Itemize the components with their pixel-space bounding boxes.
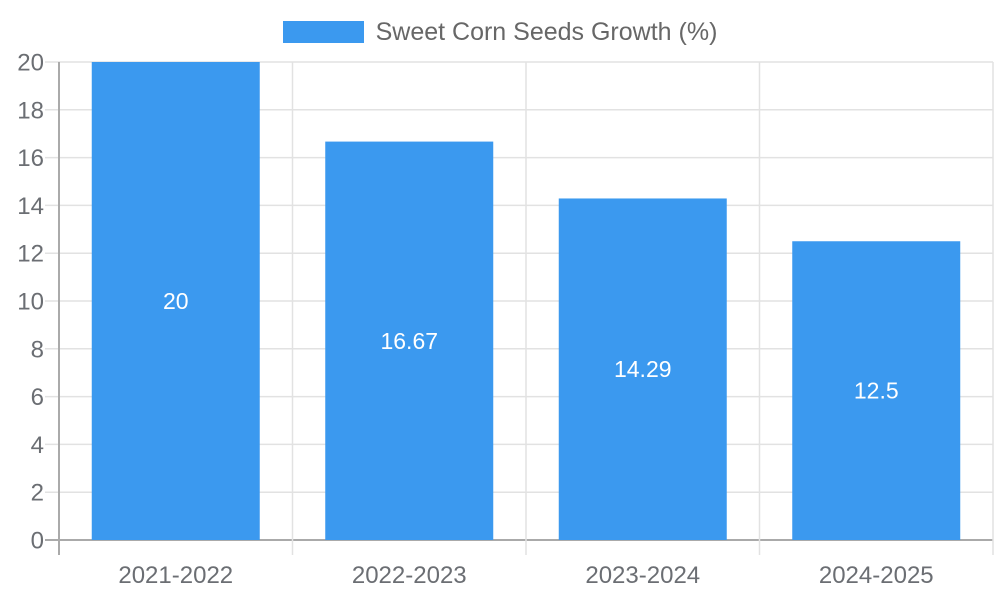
bar <box>91 62 260 540</box>
y-axis-tick-label: 6 <box>31 384 44 411</box>
legend-swatch <box>282 21 364 43</box>
y-axis-tick-label: 12 <box>17 241 44 268</box>
y-axis-tick-label: 16 <box>17 145 44 172</box>
bar <box>792 241 961 540</box>
y-axis-tick-label: 0 <box>31 528 44 555</box>
y-axis-tick-label: 18 <box>17 97 44 124</box>
bar-value-label: 14.29 <box>614 356 672 382</box>
y-axis-tick-label: 2 <box>31 480 44 507</box>
bar-value-label: 12.5 <box>854 378 899 404</box>
bar <box>558 198 727 540</box>
y-axis-tick-label: 4 <box>31 432 44 459</box>
bar-value-label: 16.67 <box>380 328 438 354</box>
y-axis-tick-label: 8 <box>31 336 44 363</box>
legend[interactable]: Sweet Corn Seeds Growth (%) <box>0 18 1000 46</box>
y-axis-tick-label: 10 <box>17 289 44 316</box>
y-axis-tick-label: 14 <box>17 193 44 220</box>
x-axis-tick-label: 2022-2023 <box>352 562 467 589</box>
legend-label: Sweet Corn Seeds Growth (%) <box>375 18 718 46</box>
y-axis-tick-label: 20 <box>17 50 44 77</box>
x-axis-tick-label: 2023-2024 <box>585 562 700 589</box>
bar <box>325 141 494 540</box>
x-axis-tick-label: 2021-2022 <box>118 562 233 589</box>
bar-value-label: 20 <box>163 288 189 314</box>
x-axis-tick-label: 2024-2025 <box>819 562 934 589</box>
